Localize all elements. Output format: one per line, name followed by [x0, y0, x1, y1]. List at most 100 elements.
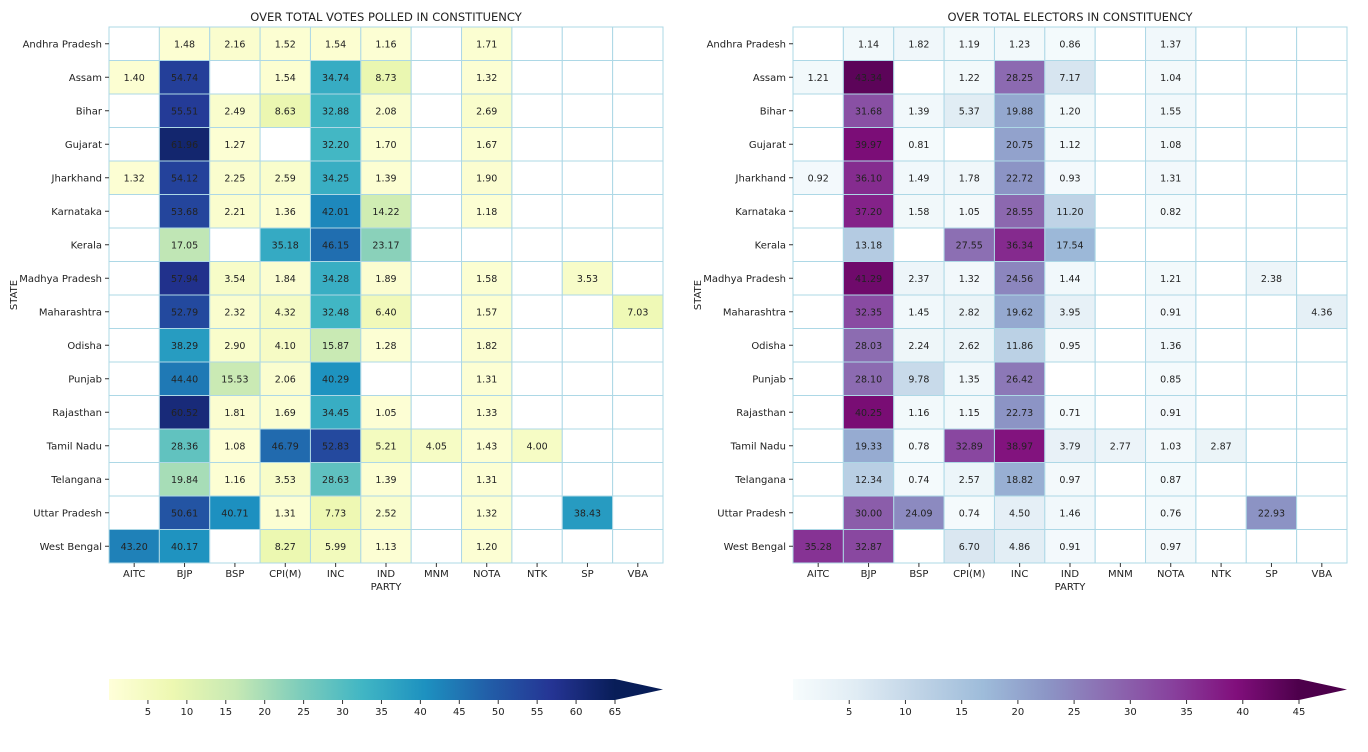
heatmap-cell [1245, 361, 1298, 396]
cell-value-label: 1.22 [959, 73, 980, 84]
x-axis-label: PARTY [371, 582, 403, 593]
colorbar-tick-label: 15 [955, 707, 968, 718]
cell-value-label: 32.48 [322, 307, 349, 318]
colorbar-tick-label: 5 [846, 707, 852, 718]
heatmap-cell [209, 495, 261, 530]
cell-value-label: 38.97 [1006, 441, 1033, 452]
cell-value-label: 38.43 [574, 508, 601, 519]
heatmap-cell [1094, 361, 1147, 396]
heatmap-cell [511, 495, 563, 530]
heatmap-cell [1296, 60, 1348, 95]
heatmap-cell [1094, 529, 1147, 564]
cell-value-label: 32.35 [855, 307, 882, 318]
cell-value-label: 12.34 [855, 475, 882, 486]
x-tick-label: AITC [807, 569, 829, 580]
cell-value-label: 23.17 [372, 240, 399, 251]
heatmap-cell [360, 261, 412, 296]
heatmap-cell [842, 328, 895, 363]
heatmap-cell [1145, 361, 1197, 396]
y-tick-label: Assam [753, 73, 786, 84]
x-tick-label: BSP [909, 569, 928, 580]
cell-value-label: 1.49 [908, 173, 929, 184]
heatmap-cell [360, 529, 412, 564]
heatmap-cell [1094, 428, 1147, 463]
heatmap-cell [993, 462, 1046, 497]
cell-value-label: 1.46 [1059, 508, 1080, 519]
heatmap-cell [158, 127, 211, 162]
cell-value-label: 1.39 [908, 106, 929, 117]
heatmap-cell [792, 60, 844, 95]
cell-value-label: 2.38 [1261, 274, 1282, 285]
cell-value-label: 1.33 [476, 408, 497, 419]
y-tick-label: West Bengal [724, 542, 786, 553]
heatmap-cell [993, 428, 1046, 463]
y-tick-label: Odisha [751, 341, 786, 352]
heatmap-cell [1195, 93, 1247, 128]
heatmap-cell [1245, 462, 1298, 497]
heatmap-cell [792, 93, 844, 128]
cell-value-label: 19.84 [171, 475, 198, 486]
heatmap-cell [842, 428, 895, 463]
cell-value-label: 1.20 [476, 542, 497, 553]
heatmap-cell [410, 261, 463, 296]
cell-value-label: 1.15 [959, 408, 980, 419]
heatmap-cell [360, 361, 412, 396]
heatmap-cell [612, 261, 664, 296]
cell-value-label: 0.78 [908, 441, 929, 452]
heatmap-cell [108, 328, 160, 363]
heatmap-cell [842, 495, 895, 530]
heatmap-cell [943, 328, 995, 363]
heatmap-cell [410, 361, 463, 396]
cell-value-label: 54.74 [171, 73, 198, 84]
y-tick-label: Gujarat [749, 140, 786, 151]
heatmap-cell [410, 428, 463, 463]
x-tick-label: SP [1265, 569, 1277, 580]
heatmap-cell [511, 60, 563, 95]
heatmap-cell [1044, 395, 1096, 430]
cell-value-label: 1.05 [375, 408, 396, 419]
heatmap-cell [1296, 328, 1348, 363]
cell-value-label: 35.28 [805, 542, 832, 553]
heatmap-cell [108, 294, 160, 329]
heatmap-cell [1245, 127, 1298, 162]
heatmap-cell [461, 127, 513, 162]
cell-value-label: 40.25 [855, 408, 882, 419]
heatmap-cell [410, 194, 463, 229]
cell-value-label: 0.76 [1160, 508, 1181, 519]
heatmap-cell [561, 26, 614, 61]
heatmap-cell [1296, 529, 1348, 564]
heatmap-cell [1195, 160, 1247, 195]
cell-value-label: 1.82 [908, 39, 929, 50]
y-tick-label: Assam [69, 73, 102, 84]
heatmap-cell [1145, 529, 1197, 564]
cell-value-label: 40.17 [171, 542, 198, 553]
x-tick-label: INC [327, 569, 344, 580]
y-tick-label: Andhra Pradesh [23, 39, 102, 50]
cell-value-label: 34.74 [322, 73, 349, 84]
cell-value-label: 19.33 [855, 441, 882, 452]
cell-value-label: 41.29 [855, 274, 882, 285]
cell-value-label: 11.20 [1056, 207, 1083, 218]
y-tick-label: Madhya Pradesh [19, 274, 102, 285]
heatmap-cell [259, 127, 311, 162]
heatmap-cell [309, 395, 362, 430]
heatmap-cell [1044, 462, 1096, 497]
cell-value-label: 7.17 [1059, 73, 1080, 84]
heatmap-cell [842, 26, 895, 61]
heatmap-cell [612, 294, 664, 329]
heatmap-cell [461, 462, 513, 497]
x-tick-label: INC [1011, 569, 1028, 580]
cell-value-label: 7.73 [325, 508, 346, 519]
heatmap-cell [943, 227, 995, 262]
heatmap-cell [612, 26, 664, 61]
cell-value-label: 1.23 [1009, 39, 1030, 50]
heatmap-cell [612, 328, 664, 363]
heatmap-cell [1145, 395, 1197, 430]
heatmap-cell [792, 127, 844, 162]
cell-value-label: 46.15 [322, 240, 349, 251]
cell-value-label: 60.52 [171, 408, 198, 419]
colorbar-extend-arrow [1299, 679, 1347, 700]
heatmap-cell [209, 127, 261, 162]
heatmap-cell [1145, 227, 1197, 262]
x-tick-label: IND [1061, 569, 1079, 580]
